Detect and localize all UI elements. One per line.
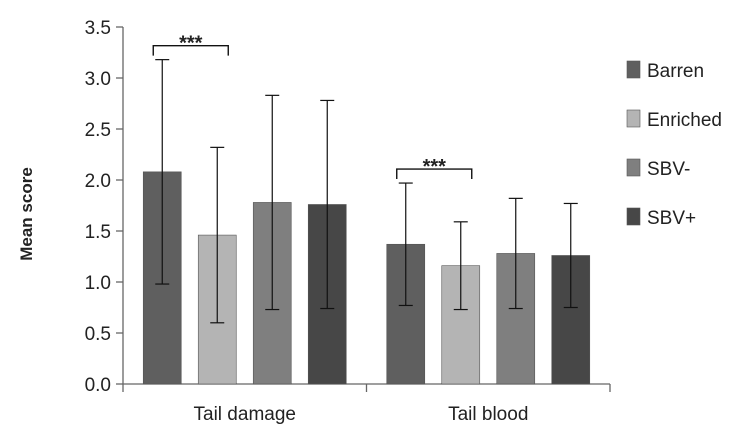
legend-swatch	[626, 109, 641, 128]
legend: Barren Enriched SBV- SBV+	[626, 60, 722, 229]
y-tick-label: 1.0	[85, 273, 111, 294]
legend-label: SBV-	[647, 159, 690, 180]
legend-label: SBV+	[647, 208, 696, 229]
significance-bracket	[396, 168, 473, 180]
legend-label: Enriched	[647, 110, 722, 131]
y-tick-label: 1.5	[85, 222, 111, 243]
y-tick-label: 0.5	[85, 324, 111, 345]
legend-swatch	[626, 60, 641, 79]
legend-swatch	[626, 158, 641, 177]
x-category-label: Tail damage	[194, 404, 296, 425]
y-tick-label: 2.0	[85, 171, 111, 192]
plot-area: 0.0 0.5 1.0 1.5 2.0 2.5 3.0 3.5 Tail damage Tail …	[85, 18, 611, 425]
significance-label: ***	[423, 156, 447, 178]
y-tick-label: 2.5	[85, 120, 111, 141]
significance-bracket	[152, 44, 229, 56]
y-tick-label: 3.0	[85, 69, 111, 90]
y-tick-label: 3.5	[85, 18, 111, 39]
x-category-label: Tail blood	[448, 404, 528, 425]
legend-swatch	[626, 207, 641, 226]
legend-label: Barren	[647, 61, 704, 82]
y-tick-label: 0.0	[85, 375, 111, 396]
significance-label: ***	[179, 33, 203, 55]
y-axis-label: Mean score	[17, 167, 36, 261]
